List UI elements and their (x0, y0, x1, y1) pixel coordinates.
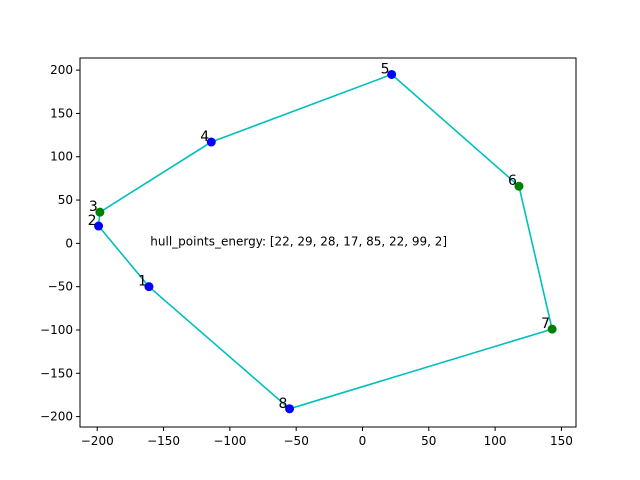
y-tick-label: 200 (50, 63, 73, 77)
point-6 (514, 181, 524, 191)
y-tick-label: −50 (48, 280, 73, 294)
point-label-6: 6 (508, 173, 517, 189)
x-axis-ticks: −200 −150 −100 −50 0 50 100 150 (81, 427, 573, 448)
y-tick-label: 0 (65, 236, 73, 250)
point-label-2: 2 (88, 213, 97, 229)
x-tick-label: −150 (147, 434, 180, 448)
y-tick-label: 100 (50, 150, 73, 164)
hull-points-layer (94, 69, 557, 414)
y-axis-ticks: −200 −150 −100 −50 0 50 100 150 200 (40, 63, 80, 424)
point-label-1: 1 (138, 274, 147, 290)
x-tick-label: 100 (484, 434, 507, 448)
point-label-4: 4 (200, 129, 209, 145)
point-4 (206, 137, 216, 147)
point-1 (144, 282, 154, 292)
point-7 (547, 324, 557, 334)
x-tick-label: −100 (213, 434, 246, 448)
point-2 (94, 221, 104, 231)
hull-energy-annotation: hull_points_energy: [22, 29, 28, 17, 85,… (150, 234, 447, 248)
x-tick-label: 0 (359, 434, 367, 448)
point-3 (95, 207, 105, 217)
x-tick-label: 150 (550, 434, 573, 448)
point-label-7: 7 (541, 316, 550, 332)
point-label-8: 8 (279, 396, 288, 412)
y-tick-label: 50 (58, 193, 73, 207)
x-tick-label: 50 (421, 434, 436, 448)
axes-frame (79, 57, 577, 428)
point-8 (285, 404, 295, 414)
y-tick-label: −200 (40, 410, 73, 424)
point-5 (387, 69, 397, 79)
point-label-5: 5 (381, 61, 390, 77)
y-tick-label: −150 (40, 366, 73, 380)
point-label-3: 3 (89, 199, 98, 215)
x-tick-label: −200 (81, 434, 114, 448)
y-tick-label: 150 (50, 106, 73, 120)
y-tick-label: −100 (40, 323, 73, 337)
x-tick-label: −50 (284, 434, 309, 448)
